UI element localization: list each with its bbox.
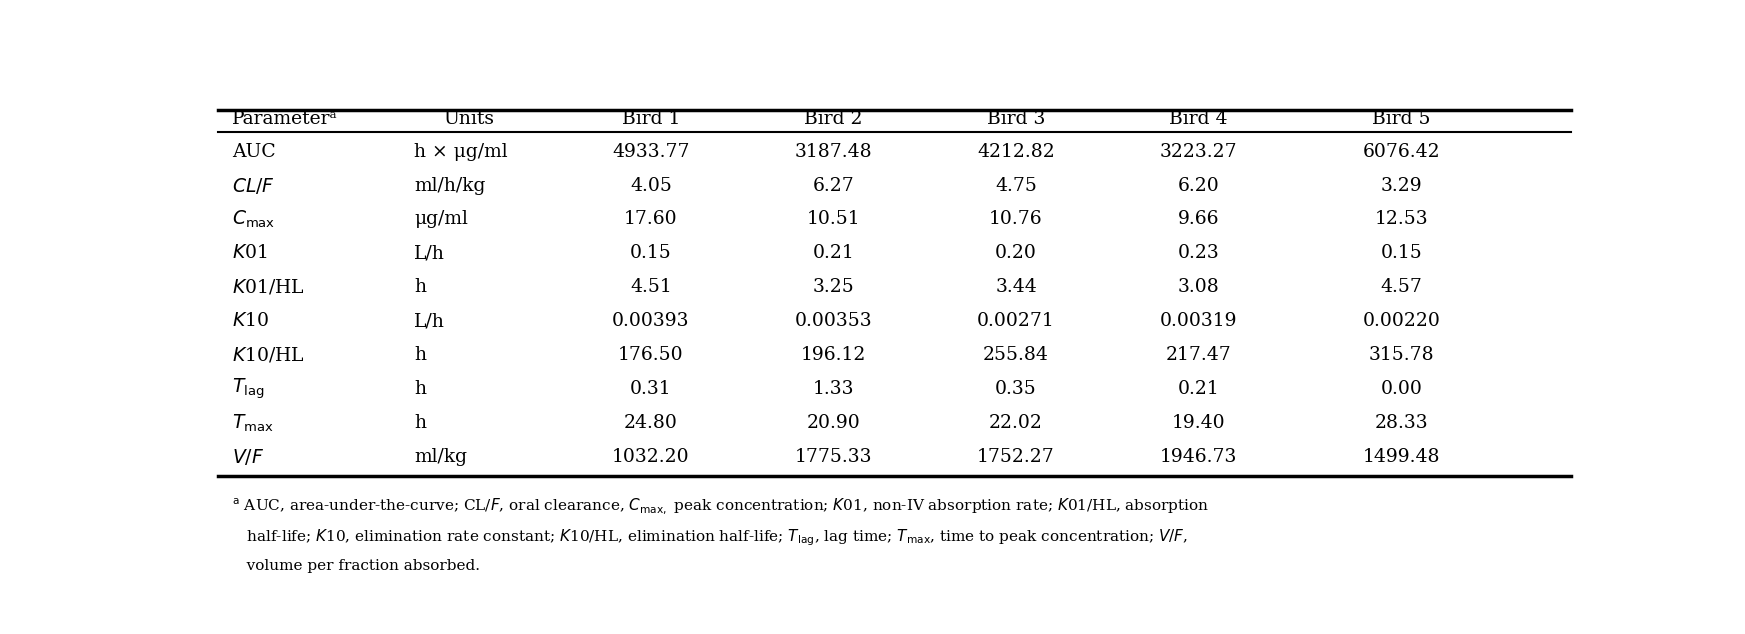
Text: 0.35: 0.35 xyxy=(995,380,1037,398)
Text: h: h xyxy=(414,380,426,398)
Text: 176.50: 176.50 xyxy=(618,346,684,364)
Text: 0.31: 0.31 xyxy=(630,380,672,398)
Text: 20.90: 20.90 xyxy=(806,414,860,432)
Text: 4933.77: 4933.77 xyxy=(612,143,689,160)
Text: 4.05: 4.05 xyxy=(630,176,672,195)
Text: 217.47: 217.47 xyxy=(1166,346,1232,364)
Text: 3.44: 3.44 xyxy=(995,278,1037,296)
Text: $\mathit{T}_{\mathrm{lag}}$: $\mathit{T}_{\mathrm{lag}}$ xyxy=(232,377,263,401)
Text: 0.15: 0.15 xyxy=(630,245,672,262)
Text: 196.12: 196.12 xyxy=(801,346,866,364)
Text: 3.08: 3.08 xyxy=(1178,278,1220,296)
Text: $\mathit{K}$01/HL: $\mathit{K}$01/HL xyxy=(232,278,304,297)
Text: 4.75: 4.75 xyxy=(995,176,1037,195)
Text: 22.02: 22.02 xyxy=(989,414,1044,432)
Text: 19.40: 19.40 xyxy=(1173,414,1225,432)
Text: Parameterᵃ: Parameterᵃ xyxy=(232,110,337,128)
Text: 0.21: 0.21 xyxy=(813,245,855,262)
Text: Bird 5: Bird 5 xyxy=(1372,110,1431,128)
Text: 28.33: 28.33 xyxy=(1375,414,1427,432)
Text: Bird 4: Bird 4 xyxy=(1169,110,1228,128)
Text: Units: Units xyxy=(443,110,494,128)
Text: $\mathit{K}$10/HL: $\mathit{K}$10/HL xyxy=(232,346,304,365)
Text: Bird 3: Bird 3 xyxy=(988,110,1045,128)
Text: 3187.48: 3187.48 xyxy=(794,143,872,160)
Text: $\mathit{CL/F}$: $\mathit{CL/F}$ xyxy=(232,176,274,195)
Text: 6.20: 6.20 xyxy=(1178,176,1220,195)
Text: 1499.48: 1499.48 xyxy=(1363,448,1440,466)
Text: AUC: AUC xyxy=(232,143,276,160)
Text: 255.84: 255.84 xyxy=(982,346,1049,364)
Text: 1946.73: 1946.73 xyxy=(1160,448,1237,466)
Text: 6.27: 6.27 xyxy=(813,176,855,195)
Text: 0.00271: 0.00271 xyxy=(977,313,1056,330)
Text: 3223.27: 3223.27 xyxy=(1160,143,1237,160)
Text: $\mathit{C}_{\mathrm{max}}$: $\mathit{C}_{\mathrm{max}}$ xyxy=(232,209,276,230)
Text: 0.00353: 0.00353 xyxy=(794,313,872,330)
Text: h: h xyxy=(414,414,426,432)
Text: 0.00220: 0.00220 xyxy=(1363,313,1440,330)
Text: 10.51: 10.51 xyxy=(806,210,860,228)
Text: 0.21: 0.21 xyxy=(1178,380,1220,398)
Text: 1752.27: 1752.27 xyxy=(977,448,1056,466)
Text: 17.60: 17.60 xyxy=(625,210,677,228)
Text: 9.66: 9.66 xyxy=(1178,210,1220,228)
Text: 0.00319: 0.00319 xyxy=(1160,313,1237,330)
Text: ml/kg: ml/kg xyxy=(414,448,468,466)
Text: $\mathit{K}$01: $\mathit{K}$01 xyxy=(232,245,267,262)
Text: h: h xyxy=(414,278,426,296)
Text: L/h: L/h xyxy=(414,313,445,330)
Text: 0.00393: 0.00393 xyxy=(612,313,689,330)
Text: $\mathit{K}$10: $\mathit{K}$10 xyxy=(232,313,269,330)
Text: 3.29: 3.29 xyxy=(1380,176,1422,195)
Text: 1775.33: 1775.33 xyxy=(794,448,872,466)
Text: ml/h/kg: ml/h/kg xyxy=(414,176,485,195)
Text: 0.00: 0.00 xyxy=(1380,380,1422,398)
Text: 4.51: 4.51 xyxy=(630,278,672,296)
Text: 0.15: 0.15 xyxy=(1380,245,1422,262)
Text: 24.80: 24.80 xyxy=(625,414,677,432)
Text: 4.57: 4.57 xyxy=(1380,278,1422,296)
Text: 12.53: 12.53 xyxy=(1375,210,1427,228)
Text: 315.78: 315.78 xyxy=(1368,346,1434,364)
Text: 4212.82: 4212.82 xyxy=(977,143,1056,160)
Text: Bird 2: Bird 2 xyxy=(804,110,862,128)
Text: 3.25: 3.25 xyxy=(813,278,855,296)
Text: $\mathit{T}_{\mathrm{max}}$: $\mathit{T}_{\mathrm{max}}$ xyxy=(232,412,274,434)
Text: L/h: L/h xyxy=(414,245,445,262)
Text: μg/ml: μg/ml xyxy=(414,210,468,228)
Text: 0.23: 0.23 xyxy=(1178,245,1220,262)
Text: half-life; $\mathit{K}$10, elimination rate constant; $\mathit{K}$10/HL, elimina: half-life; $\mathit{K}$10, elimination r… xyxy=(232,527,1188,548)
Text: Bird 1: Bird 1 xyxy=(621,110,681,128)
Text: h × μg/ml: h × μg/ml xyxy=(414,143,508,160)
Text: 0.20: 0.20 xyxy=(995,245,1037,262)
Text: 6076.42: 6076.42 xyxy=(1363,143,1440,160)
Text: 1032.20: 1032.20 xyxy=(612,448,689,466)
Text: volume per fraction absorbed.: volume per fraction absorbed. xyxy=(232,559,480,573)
Text: h: h xyxy=(414,346,426,364)
Text: 10.76: 10.76 xyxy=(989,210,1044,228)
Text: $\mathit{V/F}$: $\mathit{V/F}$ xyxy=(232,447,263,467)
Text: $^{\mathrm{a}}$ AUC, area-under-the-curve; CL/$\mathit{F}$, oral clearance, $\ma: $^{\mathrm{a}}$ AUC, area-under-the-curv… xyxy=(232,496,1209,516)
Text: 1.33: 1.33 xyxy=(813,380,855,398)
